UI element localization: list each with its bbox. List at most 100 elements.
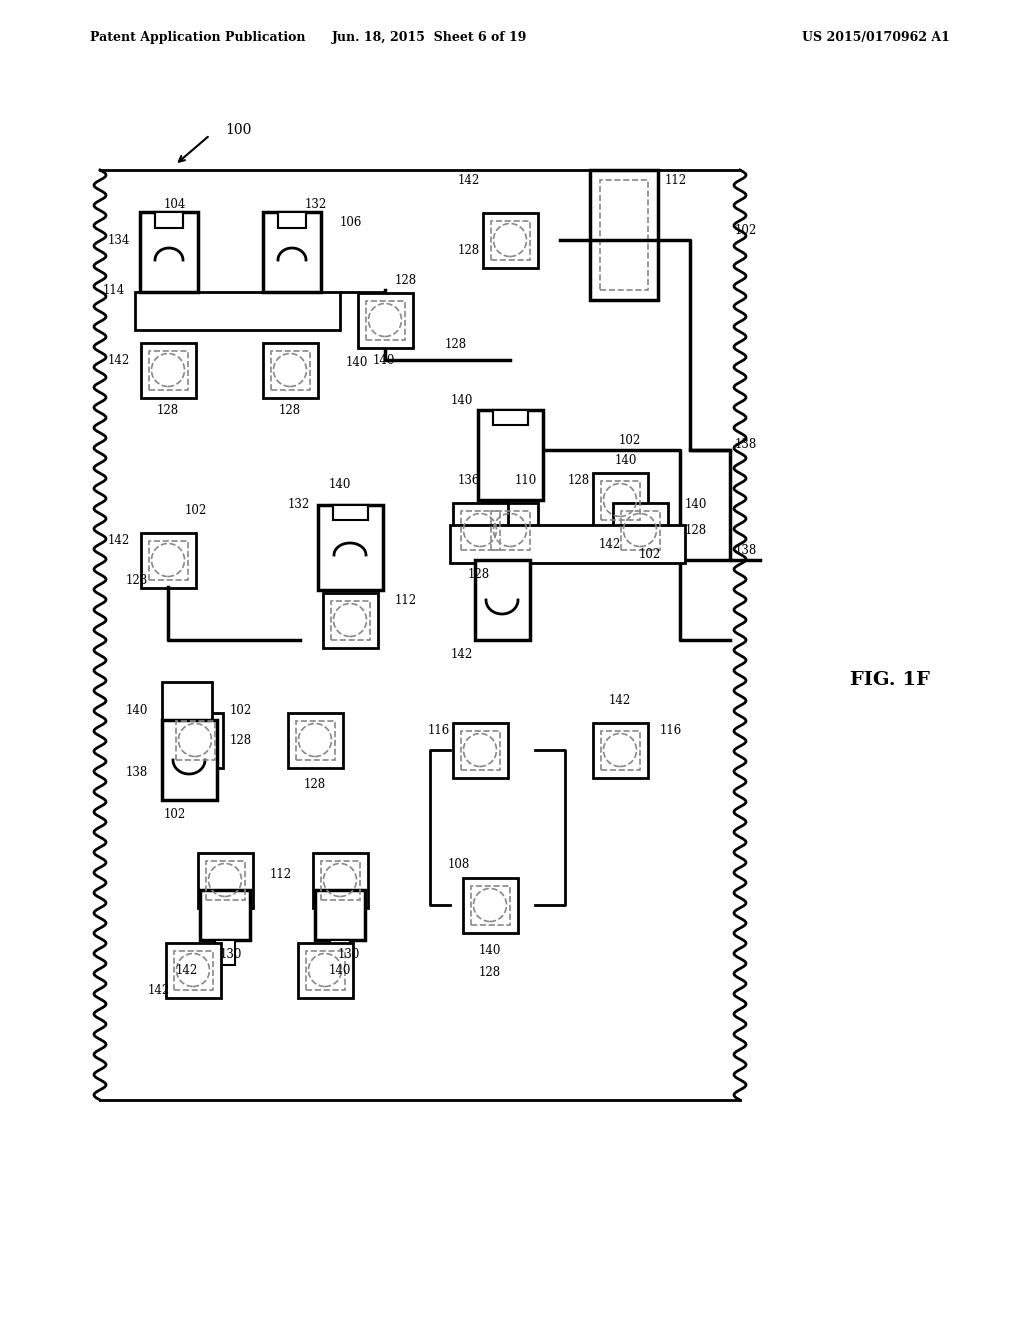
- Bar: [140, 213, 198, 292]
- Text: 140: 140: [373, 354, 395, 367]
- Text: 112: 112: [395, 594, 417, 606]
- Text: 132: 132: [305, 198, 328, 211]
- Text: US 2015/0170962 A1: US 2015/0170962 A1: [802, 32, 950, 45]
- Bar: [357, 293, 413, 347]
- Bar: [331, 601, 370, 639]
- Bar: [333, 506, 368, 520]
- Text: 128: 128: [468, 569, 490, 582]
- Bar: [612, 503, 668, 557]
- Bar: [162, 719, 217, 800]
- Bar: [453, 503, 508, 557]
- Bar: [173, 950, 213, 990]
- Bar: [318, 506, 383, 590]
- Bar: [166, 942, 220, 998]
- Text: 112: 112: [270, 869, 292, 882]
- Text: 130: 130: [338, 949, 360, 961]
- Text: 100: 100: [225, 123, 251, 137]
- Bar: [600, 730, 640, 770]
- Text: 140: 140: [346, 355, 368, 368]
- Text: 128: 128: [685, 524, 708, 536]
- Bar: [593, 722, 647, 777]
- Text: 140: 140: [126, 704, 148, 717]
- Text: 128: 128: [445, 338, 467, 351]
- Text: 112: 112: [665, 173, 687, 186]
- Text: 140: 140: [685, 499, 708, 511]
- Text: 104: 104: [164, 198, 186, 211]
- Text: 142: 142: [458, 173, 480, 186]
- Text: 142: 142: [108, 533, 130, 546]
- Text: 102: 102: [185, 503, 207, 516]
- Text: 142: 142: [451, 648, 473, 661]
- Text: 142: 142: [176, 964, 198, 977]
- Text: 138: 138: [735, 544, 758, 557]
- Text: 128: 128: [126, 573, 148, 586]
- Text: FIG. 1F: FIG. 1F: [850, 671, 930, 689]
- Text: 128: 128: [304, 779, 326, 792]
- Bar: [478, 411, 543, 500]
- Text: 102: 102: [230, 704, 252, 717]
- Bar: [200, 890, 250, 940]
- Bar: [140, 532, 196, 587]
- Bar: [366, 301, 404, 339]
- Bar: [330, 940, 350, 965]
- Bar: [482, 503, 538, 557]
- Bar: [461, 511, 500, 549]
- Text: 128: 128: [568, 474, 590, 487]
- Text: 108: 108: [447, 858, 470, 871]
- Text: 102: 102: [735, 223, 758, 236]
- Text: 134: 134: [108, 234, 130, 247]
- Text: 102: 102: [639, 549, 662, 561]
- Bar: [482, 213, 538, 268]
- Bar: [148, 351, 187, 389]
- Text: 142: 142: [147, 983, 170, 997]
- Bar: [312, 853, 368, 908]
- Text: 140: 140: [479, 944, 501, 957]
- Bar: [140, 342, 196, 397]
- Bar: [315, 890, 365, 940]
- Bar: [621, 511, 659, 549]
- Bar: [490, 511, 529, 549]
- Bar: [590, 170, 658, 300]
- Bar: [135, 292, 340, 330]
- Text: 128: 128: [279, 404, 301, 417]
- Text: 102: 102: [618, 433, 641, 446]
- Text: Patent Application Publication: Patent Application Publication: [90, 32, 305, 45]
- Bar: [463, 878, 517, 932]
- Bar: [600, 180, 648, 290]
- Text: 142: 142: [599, 539, 622, 552]
- Bar: [475, 560, 530, 640]
- Bar: [453, 722, 508, 777]
- Text: 140: 140: [329, 479, 351, 491]
- Text: 116: 116: [660, 723, 682, 737]
- Bar: [198, 853, 253, 908]
- Text: 136: 136: [458, 474, 480, 487]
- Bar: [450, 525, 685, 564]
- Text: 138: 138: [735, 438, 758, 451]
- Bar: [270, 351, 309, 389]
- Text: 140: 140: [451, 393, 473, 407]
- Text: 130: 130: [220, 949, 243, 961]
- Text: 114: 114: [102, 284, 125, 297]
- Text: 142: 142: [609, 693, 631, 706]
- Bar: [305, 950, 344, 990]
- Text: 132: 132: [288, 499, 310, 511]
- Bar: [470, 886, 510, 924]
- Text: 110: 110: [515, 474, 538, 487]
- Bar: [155, 213, 183, 228]
- Bar: [262, 342, 317, 397]
- Text: 128: 128: [479, 965, 501, 978]
- Text: Jun. 18, 2015  Sheet 6 of 19: Jun. 18, 2015 Sheet 6 of 19: [333, 32, 527, 45]
- Text: 102: 102: [164, 808, 186, 821]
- Text: 140: 140: [615, 454, 637, 466]
- Bar: [461, 730, 500, 770]
- Bar: [321, 861, 359, 899]
- Bar: [296, 721, 335, 759]
- Bar: [263, 213, 321, 292]
- Bar: [168, 713, 222, 767]
- Bar: [206, 861, 245, 899]
- Bar: [493, 411, 528, 425]
- Bar: [288, 713, 342, 767]
- Bar: [278, 213, 306, 228]
- Text: 138: 138: [126, 766, 148, 779]
- Bar: [593, 473, 647, 528]
